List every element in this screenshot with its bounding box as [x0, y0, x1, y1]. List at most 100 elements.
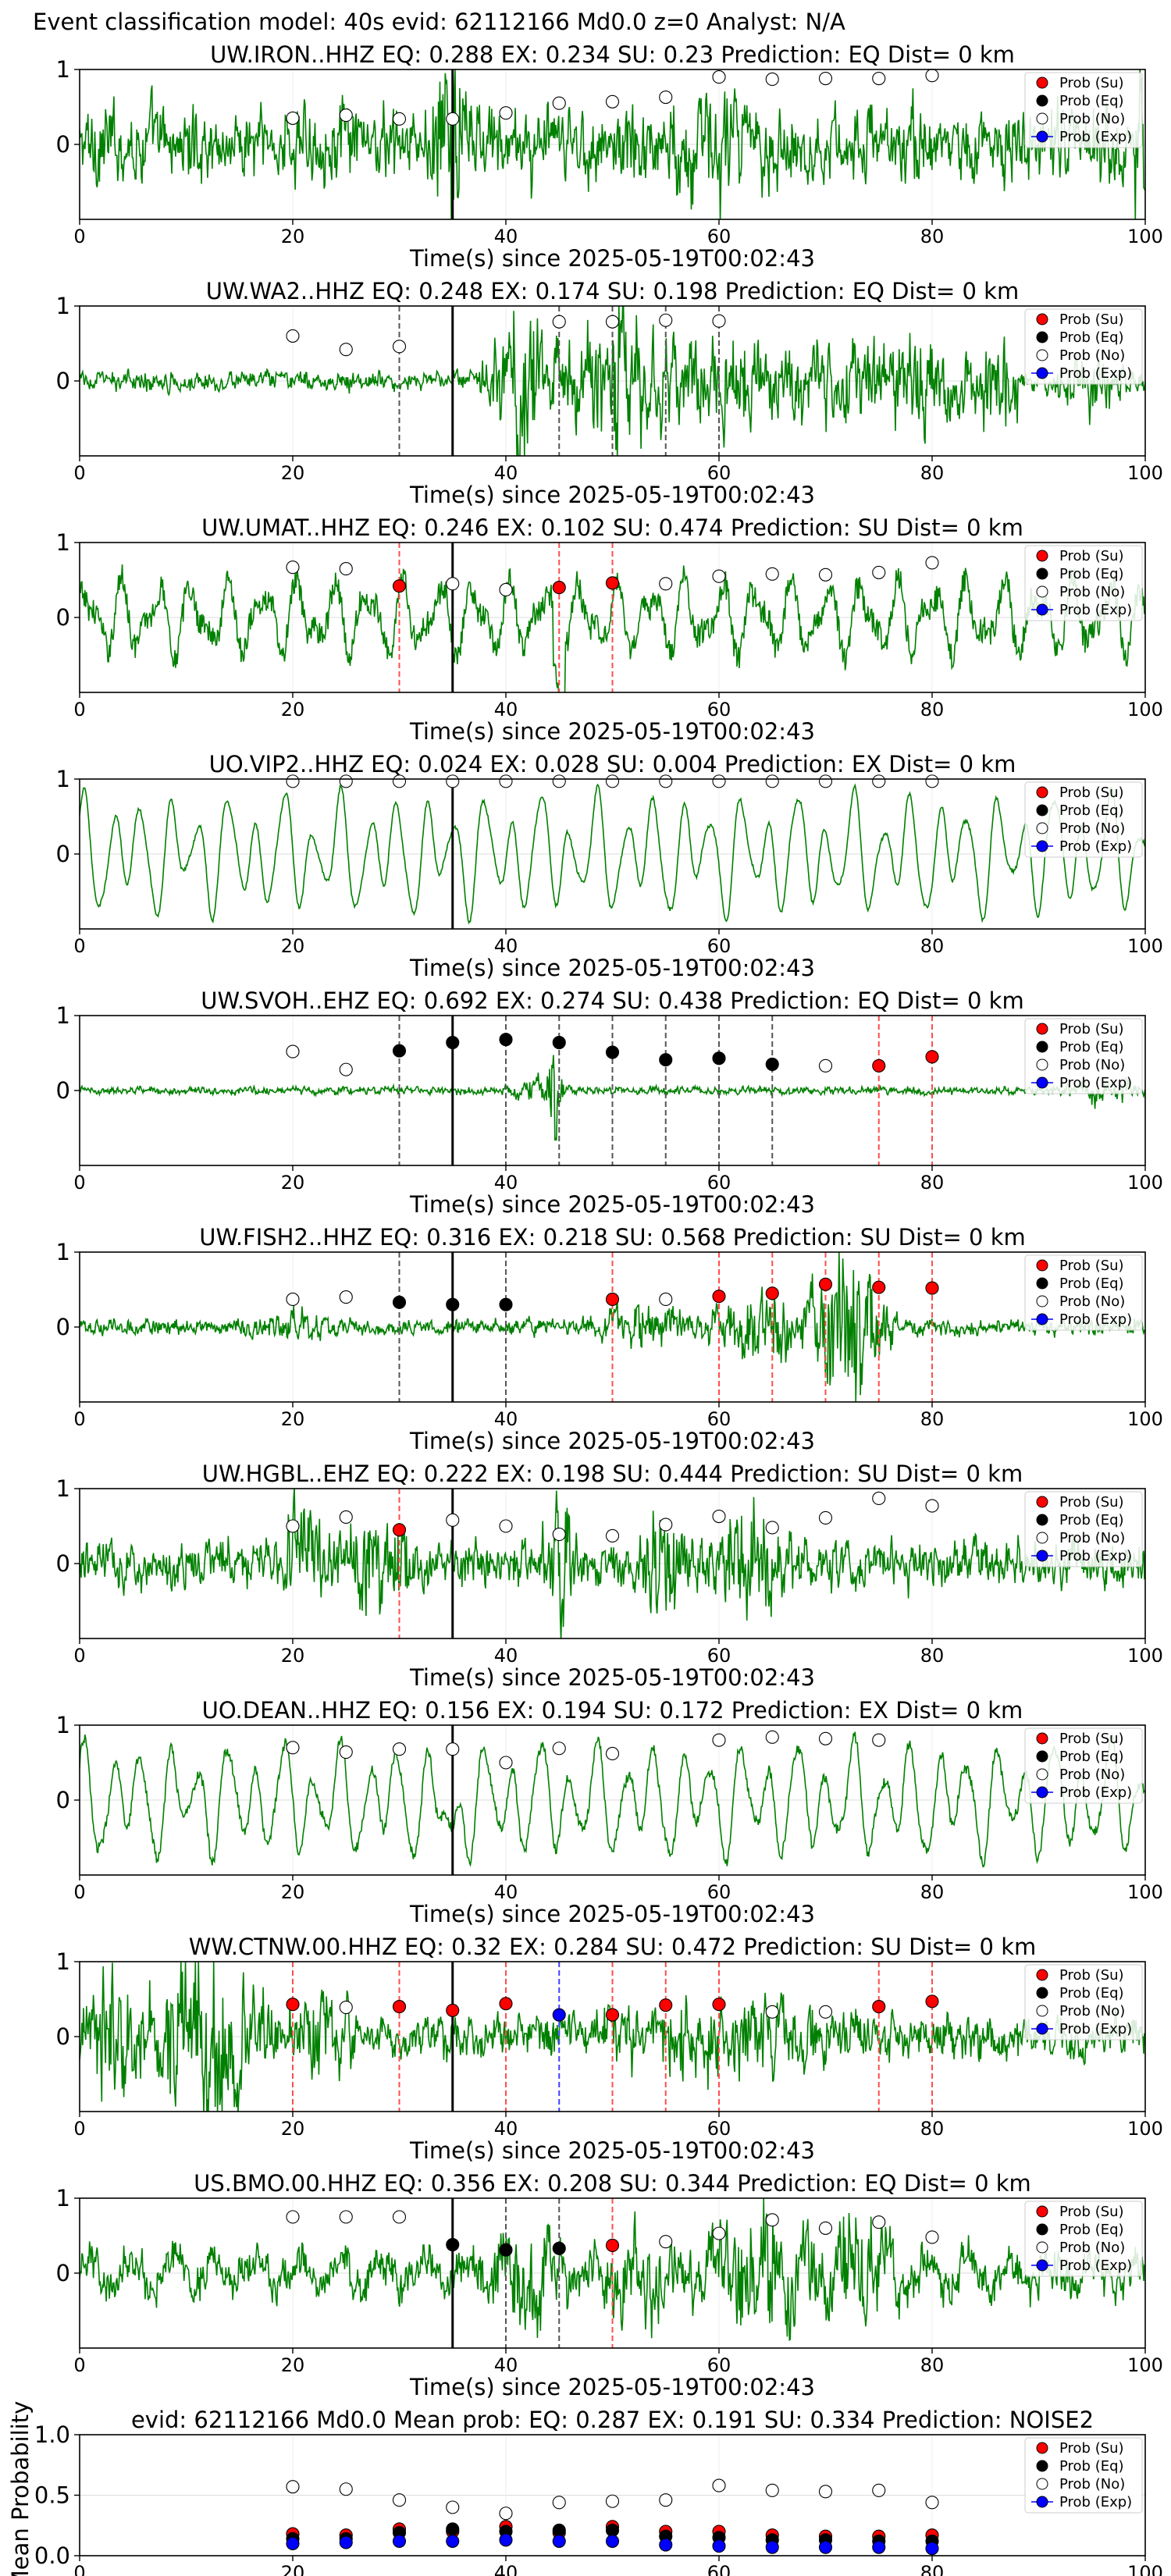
legend-label: Prob (Exp) [1059, 1548, 1132, 1564]
prob-no-point [552, 1742, 566, 1756]
waveform-line [80, 564, 1145, 692]
prob-no-point [286, 1741, 300, 1755]
prob-no-point [659, 1517, 673, 1532]
prob-no-point [286, 1044, 300, 1059]
prob-no-point [339, 774, 353, 788]
y-tick-label: 0.5 [34, 2482, 70, 2509]
legend-label: Prob (No) [1059, 2003, 1125, 2019]
legend-label: Prob (Eq) [1059, 93, 1124, 109]
prob-exp-point [712, 2539, 726, 2553]
x-tick-label: 20 [281, 1172, 305, 1194]
prob-no-point [392, 1742, 407, 1756]
prob-no-point [339, 1062, 353, 1076]
legend-marker [1036, 331, 1048, 343]
prob-no-point [552, 1528, 566, 1542]
legend-marker [1036, 367, 1048, 379]
x-axis-label: Time(s) since 2025-05-19T00:02:43 [409, 2374, 815, 2400]
x-tick-label: 100 [1127, 2354, 1163, 2376]
prob-no-point [605, 1746, 620, 1761]
panel-title: WW.CTNW.00.HHZ EQ: 0.32 EX: 0.284 SU: 0.… [189, 1934, 1037, 1960]
waveform-line [80, 1731, 1145, 1868]
y-tick-label: 0 [56, 841, 70, 867]
y-tick-label: 0 [56, 131, 70, 158]
legend-marker [1036, 94, 1048, 107]
x-tick-label: 60 [707, 226, 731, 247]
legend-marker [1036, 1259, 1048, 1272]
prob-no-point [605, 774, 620, 788]
waveform-line [80, 1252, 1145, 1402]
legend-marker [1036, 568, 1048, 580]
x-tick-label: 0 [73, 1408, 85, 1430]
panel-11: evid: 62112166 Md0.0 Mean prob: EQ: 0.28… [7, 2401, 1163, 2576]
prob-su-point [872, 1280, 886, 1294]
x-tick-label: 80 [920, 2118, 945, 2140]
prob-no-point [872, 71, 886, 86]
prob-no-point [446, 774, 460, 788]
legend-marker [1036, 130, 1048, 143]
x-tick-label: 60 [707, 1881, 731, 1903]
legend-label: Prob (Exp) [1059, 2494, 1132, 2510]
prob-su-point [925, 1994, 939, 2008]
prob-no-point [286, 1292, 300, 1307]
x-axis-label: Time(s) since 2025-05-19T00:02:43 [409, 2137, 815, 2164]
legend-label: Prob (Exp) [1059, 2258, 1132, 2274]
legend-label: Prob (Exp) [1059, 365, 1132, 382]
x-tick-label: 20 [281, 2354, 305, 2376]
legend-marker [1036, 1496, 1048, 1508]
y-tick-label: 1 [56, 56, 70, 83]
prob-no-point [659, 2235, 673, 2249]
prob-no-point [659, 90, 673, 105]
x-axis-label: Time(s) since 2025-05-19T00:02:43 [409, 482, 815, 508]
x-tick-label: 0 [73, 935, 85, 957]
legend-marker [1036, 2496, 1048, 2508]
x-tick-label: 60 [707, 699, 731, 720]
prob-no-point [605, 94, 620, 109]
panel-10: US.BMO.00.HHZ EQ: 0.356 EX: 0.208 SU: 0.… [56, 2170, 1163, 2400]
legend-label: Prob (Eq) [1059, 1512, 1124, 1528]
prob-no-point [925, 774, 939, 788]
legend-marker [1036, 1023, 1048, 1035]
legend: Prob (Su)Prob (Eq)Prob (No)Prob (Exp) [1024, 308, 1143, 385]
legend-marker [1036, 112, 1048, 125]
legend-marker [1036, 2460, 1048, 2472]
prob-eq-point [712, 1051, 726, 1066]
legend-marker [1036, 1313, 1048, 1325]
prob-no-point [818, 2485, 833, 2499]
prob-no-point [818, 1510, 833, 1525]
panel-title: evid: 62112166 Md0.0 Mean prob: EQ: 0.28… [131, 2407, 1094, 2433]
x-tick-label: 80 [920, 2562, 945, 2576]
y-tick-label: 0 [56, 604, 70, 631]
x-tick-label: 20 [281, 462, 305, 484]
legend-marker [1036, 804, 1048, 817]
x-tick-label: 40 [494, 935, 518, 957]
x-tick-label: 40 [494, 1881, 518, 1903]
prob-su-point [925, 1281, 939, 1295]
plot-area [80, 543, 1145, 692]
legend-label: Prob (Su) [1059, 1494, 1124, 1510]
x-tick-label: 80 [920, 226, 945, 247]
x-axis-label: Time(s) since 2025-05-19T00:02:43 [409, 955, 815, 981]
legend-label: Prob (No) [1059, 1057, 1125, 1073]
legend-box [1024, 1964, 1143, 2041]
legend-label: Prob (No) [1059, 1293, 1125, 1310]
prob-no-point [659, 774, 673, 788]
prob-no-point [872, 2215, 886, 2229]
y-tick-label: 1 [56, 1475, 70, 1502]
legend-label: Prob (Eq) [1059, 2458, 1124, 2475]
legend-marker [1036, 76, 1048, 89]
x-tick-label: 40 [494, 462, 518, 484]
y-tick-label: 1 [56, 293, 70, 319]
legend-label: Prob (Su) [1059, 1021, 1124, 1037]
legend-label: Prob (Eq) [1059, 1039, 1124, 1055]
legend-box [1024, 72, 1143, 148]
legend-label: Prob (Exp) [1059, 838, 1132, 855]
panel-title: UO.VIP2..HHZ EQ: 0.024 EX: 0.028 SU: 0.0… [209, 751, 1016, 777]
x-tick-label: 20 [281, 699, 305, 720]
legend-marker [1036, 1750, 1048, 1763]
legend-label: Prob (Su) [1059, 311, 1124, 328]
legend-label: Prob (Eq) [1059, 329, 1124, 346]
prob-no-point [925, 2496, 939, 2510]
legend-marker [1036, 2205, 1048, 2218]
panel-title: UW.WA2..HHZ EQ: 0.248 EX: 0.174 SU: 0.19… [206, 278, 1019, 304]
x-tick-label: 60 [707, 1645, 731, 1667]
